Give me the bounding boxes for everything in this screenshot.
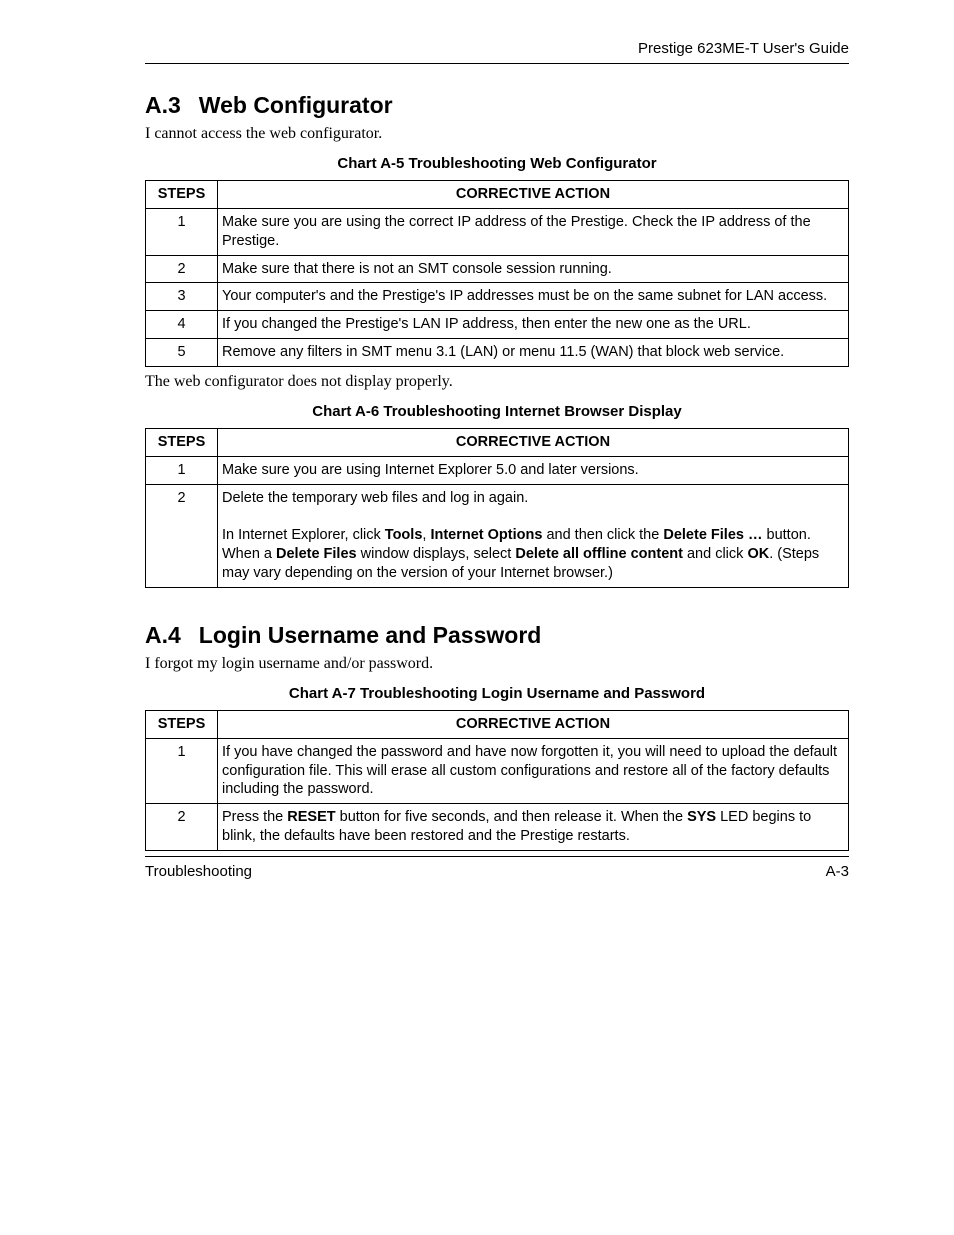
cell-step: 1 (146, 738, 218, 804)
bold-text: Delete Files (276, 546, 357, 562)
footer-left: Troubleshooting (145, 863, 252, 880)
table-a7: STEPS CORRECTIVE ACTION 1If you have cha… (145, 710, 849, 851)
cell-action: Make sure you are using the correct IP a… (218, 208, 849, 255)
section-post-text: The web configurator does not display pr… (145, 373, 849, 391)
header-rule (145, 63, 849, 64)
footer: Troubleshooting A-3 (145, 856, 849, 880)
cell-step: 1 (146, 208, 218, 255)
cell-action: If you changed the Prestige's LAN IP add… (218, 311, 849, 339)
header-right: Prestige 623ME-T User's Guide (145, 40, 849, 63)
bold-text: RESET (287, 809, 335, 825)
bold-text: Tools (385, 527, 423, 543)
cell-step: 2 (146, 484, 218, 587)
col-action: CORRECTIVE ACTION (218, 428, 849, 456)
table-a6: STEPS CORRECTIVE ACTION 1Make sure you a… (145, 428, 849, 588)
bold-text: Delete all offline content (515, 546, 683, 562)
cell-step: 2 (146, 804, 218, 851)
table-row: 2Delete the temporary web files and log … (146, 484, 849, 587)
table-row: 2Make sure that there is not an SMT cons… (146, 255, 849, 283)
cell-action: Remove any filters in SMT menu 3.1 (LAN)… (218, 339, 849, 367)
footer-rule (145, 856, 849, 857)
table-row: 4If you changed the Prestige's LAN IP ad… (146, 311, 849, 339)
cell-step: 1 (146, 456, 218, 484)
table-row: 1Make sure you are using Internet Explor… (146, 456, 849, 484)
table-row: 5Remove any filters in SMT menu 3.1 (LAN… (146, 339, 849, 367)
cell-action: Delete the temporary web files and log i… (218, 484, 849, 587)
cell-action: Press the RESET button for five seconds,… (218, 804, 849, 851)
section-intro: I cannot access the web configurator. (145, 125, 849, 143)
bold-text: Delete Files … (663, 527, 762, 543)
table-a5: STEPS CORRECTIVE ACTION 1Make sure you a… (145, 180, 849, 367)
cell-action: Make sure that there is not an SMT conso… (218, 255, 849, 283)
bold-text: SYS (687, 809, 716, 825)
table-row: 1If you have changed the password and ha… (146, 738, 849, 804)
cell-step: 3 (146, 283, 218, 311)
bold-text: Internet Options (430, 527, 542, 543)
cell-action: Make sure you are using Internet Explore… (218, 456, 849, 484)
section-num: A.4 (145, 622, 181, 649)
footer-right: A-3 (826, 863, 849, 880)
table-row: 1Make sure you are using the correct IP … (146, 208, 849, 255)
table-header-row: STEPS CORRECTIVE ACTION (146, 710, 849, 738)
table-header-row: STEPS CORRECTIVE ACTION (146, 428, 849, 456)
table-body: 1Make sure you are using the correct IP … (146, 208, 849, 366)
section-intro: I forgot my login username and/or passwo… (145, 655, 849, 673)
page: Prestige 623ME-T User's Guide A.3 Web Con… (0, 0, 954, 1235)
chart-title-a7: Chart A-7 Troubleshooting Login Username… (145, 685, 849, 702)
section-num: A.3 (145, 92, 181, 119)
col-steps: STEPS (146, 428, 218, 456)
bold-text: OK (747, 546, 769, 562)
col-steps: STEPS (146, 181, 218, 209)
table-header-row: STEPS CORRECTIVE ACTION (146, 181, 849, 209)
cell-action: Your computer's and the Prestige's IP ad… (218, 283, 849, 311)
cell-step: 4 (146, 311, 218, 339)
col-action: CORRECTIVE ACTION (218, 181, 849, 209)
section-heading-a3: A.3 Web Configurator (145, 92, 849, 119)
section-heading-a4: A.4 Login Username and Password (145, 622, 849, 649)
cell-action: If you have changed the password and hav… (218, 738, 849, 804)
table-body: 1If you have changed the password and ha… (146, 738, 849, 850)
section-title: Login Username and Password (199, 622, 542, 648)
cell-step: 5 (146, 339, 218, 367)
chart-title-a5: Chart A-5 Troubleshooting Web Configurat… (145, 155, 849, 172)
section-title: Web Configurator (199, 92, 393, 118)
table-row: 3Your computer's and the Prestige's IP a… (146, 283, 849, 311)
table-body: 1Make sure you are using Internet Explor… (146, 456, 849, 587)
chart-title-a6: Chart A-6 Troubleshooting Internet Brows… (145, 403, 849, 420)
cell-step: 2 (146, 255, 218, 283)
table-row: 2Press the RESET button for five seconds… (146, 804, 849, 851)
col-action: CORRECTIVE ACTION (218, 710, 849, 738)
col-steps: STEPS (146, 710, 218, 738)
